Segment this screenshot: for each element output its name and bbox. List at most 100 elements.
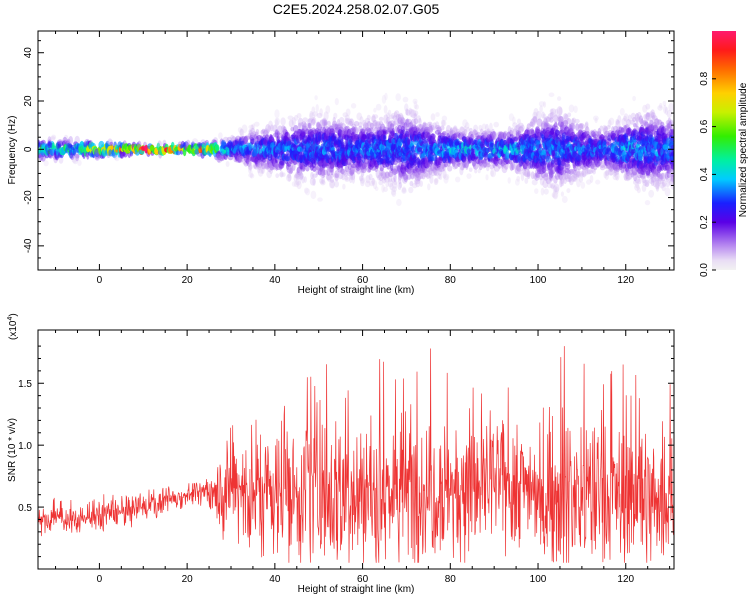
- spectrogram-cell: [356, 112, 363, 121]
- spectrogram-cell: [311, 127, 316, 135]
- spectrogram-cell: [311, 117, 317, 124]
- spectrogram-cell: [280, 117, 286, 126]
- spectrogram-cell: [237, 127, 243, 133]
- spectrogram-cell: [466, 126, 470, 132]
- spectrogram-cell: [384, 171, 391, 178]
- spectrogram-cell: [388, 120, 393, 130]
- spectrogram-cell: [175, 150, 181, 156]
- spectrogram-cell: [595, 179, 601, 185]
- spectrogram-cell: [290, 126, 295, 132]
- spectrogram-cell: [341, 173, 346, 181]
- spectrogram-cell: [296, 113, 302, 119]
- spectrogram-cell: [329, 179, 335, 189]
- spectrogram-cell: [353, 126, 359, 136]
- spectrogram-cell: [516, 175, 521, 182]
- spectrogram-cell: [578, 123, 585, 130]
- spectrogram-cell: [430, 113, 436, 121]
- y-tick-label: -40: [23, 238, 34, 253]
- spectrogram-cell: [345, 118, 351, 125]
- spectrogram-cell: [358, 159, 364, 168]
- spectrogram-cell: [427, 183, 431, 191]
- spectrogram-cell: [557, 96, 562, 101]
- spectrogram-cell: [281, 125, 286, 130]
- spectrogram-cell: [368, 173, 373, 181]
- spectrogram-cell: [573, 105, 578, 114]
- spectrogram-cell: [296, 166, 301, 174]
- spectrogram-cell: [338, 116, 345, 126]
- spectrogram-cell: [443, 174, 449, 184]
- spectrogram-cell: [296, 166, 303, 176]
- spectrogram-cell: [553, 183, 560, 193]
- spectrogram-cell: [369, 122, 375, 130]
- x-tick-label: 0: [97, 275, 103, 286]
- spectrogram-cell: [300, 165, 306, 172]
- spectrogram-cell: [360, 177, 365, 187]
- spectrogram-cell: [323, 121, 328, 128]
- spectrogram-cell: [302, 117, 309, 123]
- spectrogram-cell: [72, 157, 79, 165]
- spectrogram-cell: [214, 144, 220, 152]
- spectrogram-cell: [274, 162, 279, 169]
- x-tick-label: 40: [269, 574, 281, 585]
- spectrogram-cell: [346, 128, 351, 135]
- spectrogram-cell: [297, 117, 304, 126]
- spectrogram-cell: [304, 188, 311, 196]
- spectrogram-cell: [218, 132, 223, 140]
- spectrogram-cell: [382, 172, 387, 181]
- spectrogram-cell: [330, 167, 334, 176]
- spectrogram-cell: [518, 126, 524, 133]
- spectrogram-cell: [341, 169, 348, 176]
- spectrogram-cell: [317, 169, 323, 176]
- spectrogram-cell: [68, 136, 73, 145]
- spectrogram-cell: [334, 127, 339, 134]
- spectrogram-cell: [275, 161, 279, 171]
- spectrogram-cell: [265, 124, 271, 134]
- x-tick-label: 0: [97, 574, 103, 585]
- spectrogram-cell: [309, 177, 316, 186]
- spectrogram-cell: [230, 134, 235, 142]
- spectrogram-cell: [378, 180, 384, 186]
- spectrogram-cell: [288, 165, 293, 174]
- spectrogram-cell: [263, 129, 269, 139]
- spectrogram-cell: [385, 181, 390, 188]
- spectrogram-cell: [362, 126, 368, 132]
- spectrogram-cell: [326, 166, 331, 177]
- spectrogram-cell: [332, 173, 339, 178]
- spectrogram-cell: [340, 168, 345, 174]
- spectrogram-cell: [250, 127, 256, 136]
- spectrogram-cell: [253, 164, 257, 170]
- spectrogram-cell: [321, 168, 326, 173]
- spectrogram-cell: [309, 112, 315, 121]
- spectrogram-cell: [248, 128, 252, 135]
- spectrogram-cell: [566, 118, 572, 125]
- spectrogram-cell: [257, 160, 263, 169]
- x-tick-label: 20: [182, 574, 194, 585]
- spectrogram-cell: [268, 120, 273, 130]
- spectrogram-cell: [315, 166, 320, 176]
- spectrogram-cell: [560, 191, 565, 197]
- spectrogram-cell: [359, 116, 364, 124]
- spectrogram-cell: [668, 102, 674, 112]
- spectrogram-cell: [362, 164, 368, 171]
- spectrogram-cell: [381, 176, 387, 184]
- spectrogram-cell: [360, 165, 365, 170]
- spectrogram-cell: [249, 156, 255, 162]
- spectrogram-cell: [383, 126, 389, 132]
- colorbar-tick-label: 0.0: [699, 263, 710, 277]
- spectrogram-cell: [342, 183, 346, 190]
- snr-series-line: [38, 346, 674, 563]
- spectrogram-cell: [291, 117, 296, 126]
- spectrogram-cell: [386, 120, 390, 130]
- spectrogram-cell: [287, 115, 294, 121]
- spectrogram-cell: [261, 128, 265, 134]
- spectrogram-cell: [606, 125, 611, 130]
- spectrogram-cell: [236, 156, 243, 162]
- spectrogram-cell: [242, 158, 248, 165]
- spectrogram-cell: [539, 105, 543, 113]
- spectrogram-cell: [289, 164, 294, 174]
- spectrogram-cell: [293, 173, 300, 179]
- spectrogram-cell: [485, 174, 489, 181]
- spectrogram-cell: [308, 127, 314, 132]
- spectrogram-cell: [288, 167, 293, 175]
- spectrogram-cell: [388, 170, 394, 178]
